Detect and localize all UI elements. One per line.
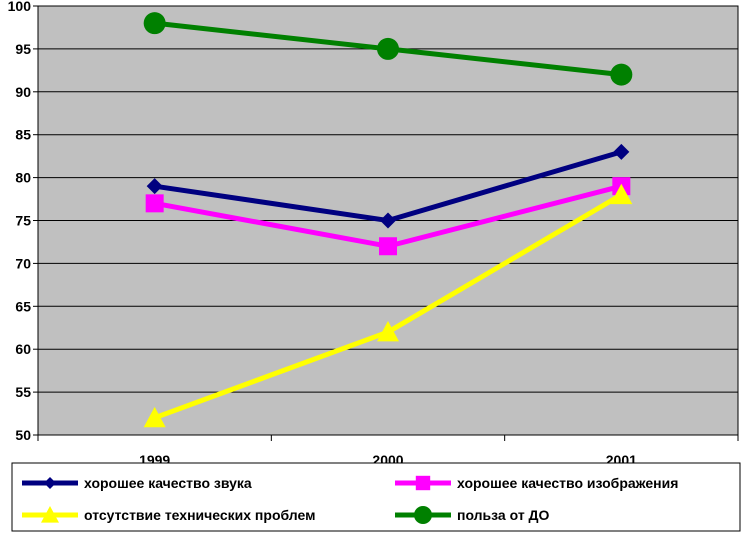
data-point-circle [143, 12, 166, 35]
data-point-circle [610, 63, 633, 86]
y-tick-label: 70 [15, 255, 31, 271]
legend-label: отсутствие технических проблем [84, 507, 315, 523]
data-point-triangle [377, 321, 399, 342]
data-point-triangle [41, 506, 59, 523]
y-tick-label: 60 [15, 341, 31, 357]
series-1 [146, 143, 630, 229]
data-point-diamond [146, 178, 163, 195]
y-tick-label: 80 [15, 170, 31, 186]
data-point-diamond [44, 477, 56, 489]
legend-item: отсутствие технических проблем [22, 506, 315, 523]
legend-label: хорошее качество изображения [457, 475, 678, 491]
y-tick-label: 55 [15, 384, 31, 400]
y-tick-label: 90 [15, 84, 31, 100]
y-tick-label: 100 [8, 0, 32, 14]
series-3 [143, 183, 633, 428]
data-point-square [145, 194, 164, 213]
data-point-circle [377, 37, 399, 60]
series-group [143, 12, 633, 428]
y-tick-label: 65 [15, 298, 31, 314]
data-point-triangle [610, 183, 633, 205]
y-tick-label: 95 [15, 41, 31, 57]
data-point-triangle [143, 406, 166, 428]
legend-item: хорошее качество изображения [395, 475, 678, 491]
y-axis: 50 55 60 65 70 75 80 85 90 95 100 [8, 0, 38, 443]
legend-item: хорошее качество звука [22, 475, 252, 491]
legend-label: польза от ДО [457, 507, 550, 523]
data-point-diamond [613, 143, 630, 160]
legend-item: польза от ДО [395, 506, 550, 524]
series-2 [145, 177, 631, 256]
data-point-square [379, 237, 397, 256]
data-point-square [415, 475, 431, 491]
legend: хорошее качество звука хорошее качество и… [11, 462, 741, 532]
legend-box [11, 462, 741, 532]
data-point-diamond [380, 212, 396, 229]
y-tick-label: 85 [15, 127, 31, 143]
series-4 [143, 12, 633, 86]
legend-label: хорошее качество звука [84, 475, 252, 491]
y-tick-label: 75 [15, 213, 31, 229]
data-point-circle [414, 506, 432, 524]
y-tick-label: 50 [15, 427, 31, 443]
